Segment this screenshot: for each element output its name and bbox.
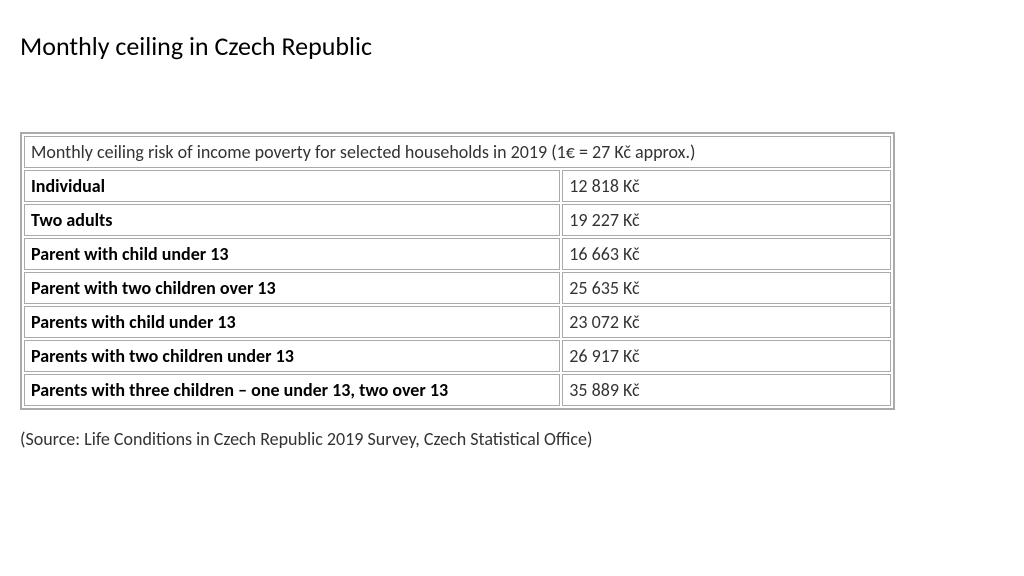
- table-row: Parent with two children over 13 25 635 …: [24, 272, 891, 304]
- table-row: Parents with child under 13 23 072 Kč: [24, 306, 891, 338]
- category-cell: Parent with child under 13: [24, 238, 560, 270]
- category-cell: Parents with two children under 13: [24, 340, 560, 372]
- table-row: Individual 12 818 Kč: [24, 170, 891, 202]
- category-cell: Individual: [24, 170, 560, 202]
- page-title: Monthly ceiling in Czech Republic: [20, 30, 1004, 62]
- value-cell: 35 889 Kč: [562, 374, 891, 406]
- table-row: Parents with two children under 13 26 91…: [24, 340, 891, 372]
- value-cell: 25 635 Kč: [562, 272, 891, 304]
- category-cell: Parent with two children over 13: [24, 272, 560, 304]
- table-header-cell: Monthly ceiling risk of income poverty f…: [24, 136, 891, 168]
- table-row: Two adults 19 227 Kč: [24, 204, 891, 236]
- category-cell: Parents with three children – one under …: [24, 374, 560, 406]
- category-cell: Parents with child under 13: [24, 306, 560, 338]
- source-text: (Source: Life Conditions in Czech Republ…: [20, 428, 895, 450]
- value-cell: 23 072 Kč: [562, 306, 891, 338]
- value-cell: 16 663 Kč: [562, 238, 891, 270]
- table-header-row: Monthly ceiling risk of income poverty f…: [24, 136, 891, 168]
- value-cell: 19 227 Kč: [562, 204, 891, 236]
- value-cell: 12 818 Kč: [562, 170, 891, 202]
- category-cell: Two adults: [24, 204, 560, 236]
- poverty-table: Monthly ceiling risk of income poverty f…: [20, 132, 895, 410]
- table-row: Parent with child under 13 16 663 Kč: [24, 238, 891, 270]
- value-cell: 26 917 Kč: [562, 340, 891, 372]
- table-row: Parents with three children – one under …: [24, 374, 891, 406]
- poverty-table-container: Monthly ceiling risk of income poverty f…: [20, 132, 895, 450]
